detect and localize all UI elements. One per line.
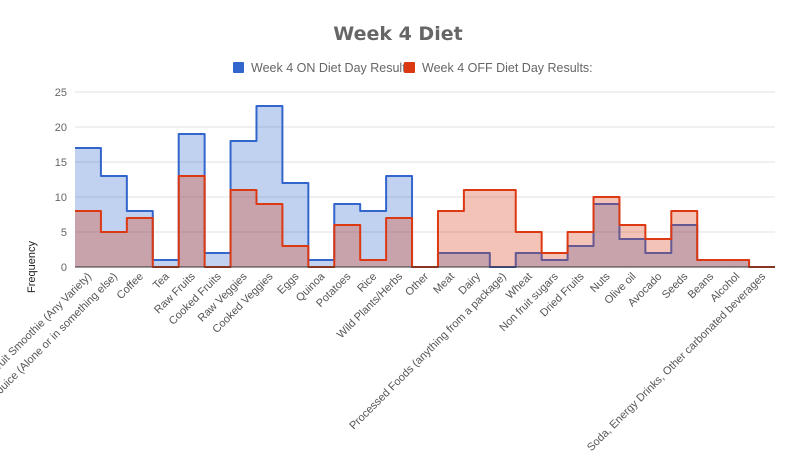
x-tick-label: Other	[403, 270, 431, 298]
legend-swatch-off	[404, 62, 415, 73]
chart-title: Week 4 Diet	[333, 23, 462, 45]
area-line-series-1	[75, 175, 775, 268]
legend-item-on[interactable]: Week 4 ON Diet Day Results:	[233, 61, 415, 75]
area-fill-series-1	[75, 176, 775, 267]
y-tick-label: 20	[55, 122, 67, 134]
y-tick-label: 5	[61, 227, 67, 239]
legend-item-off[interactable]: Week 4 OFF Diet Day Results:	[404, 61, 593, 75]
legend-label-on: Week 4 ON Diet Day Results:	[251, 61, 415, 75]
area-fill-series-0	[75, 106, 775, 267]
x-tick-label: Fruit Smoothie (Any Variety)	[0, 271, 94, 377]
legend-label-off: Week 4 OFF Diet Day Results:	[422, 61, 593, 75]
y-tick-label: 15	[55, 157, 67, 169]
x-axis-labels: Fruit Smoothie (Any Variety)Green Juice …	[0, 270, 769, 454]
y-tick-label: 25	[55, 87, 67, 99]
y-tick-label: 0	[61, 262, 67, 274]
y-axis-title: Frequency	[26, 241, 38, 293]
legend: Week 4 ON Diet Day Results: Week 4 OFF D…	[233, 61, 593, 75]
x-tick-label: Coffee	[115, 271, 146, 302]
x-tick-label: Seeds	[660, 270, 691, 301]
series-areas	[75, 105, 775, 268]
y-axis-ticks: 0 5 10 15 20 25	[55, 87, 67, 274]
x-tick-label: Tea	[151, 270, 173, 292]
y-tick-label: 10	[55, 192, 67, 204]
x-tick-label: Meat	[431, 271, 457, 297]
gridlines	[75, 91, 775, 233]
legend-swatch-on	[233, 62, 244, 73]
